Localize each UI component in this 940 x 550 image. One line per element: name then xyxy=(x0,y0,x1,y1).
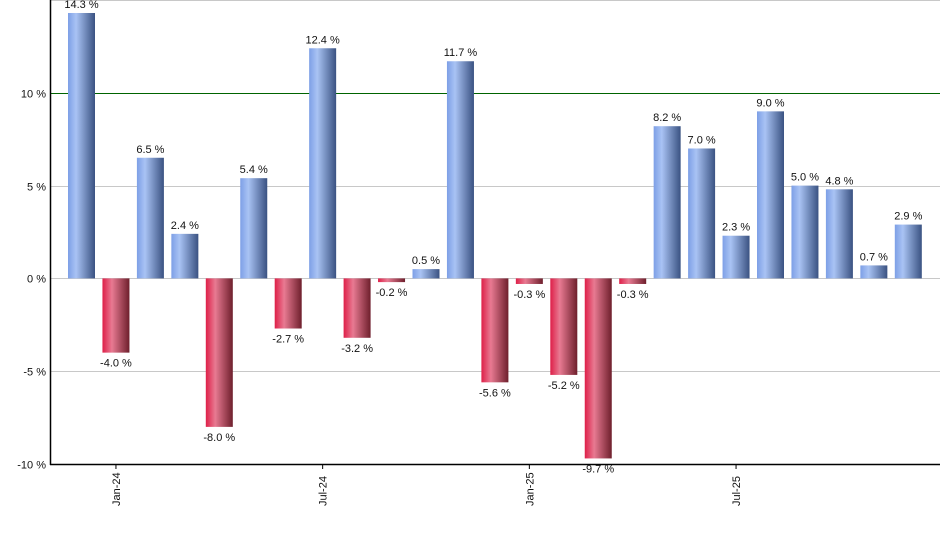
data-label: 5.0 % xyxy=(791,172,819,184)
data-label: 0.7 % xyxy=(860,251,888,263)
data-label: -3.2 % xyxy=(341,343,373,355)
x-tick-label: Jan-25 xyxy=(524,472,536,506)
data-label: 0.5 % xyxy=(412,255,440,267)
bar-Jun-24 xyxy=(274,278,302,329)
data-label: -4.0 % xyxy=(100,358,132,370)
bar-Feb-24 xyxy=(136,157,164,279)
bar-May-25 xyxy=(653,126,681,279)
data-label: -9.7 % xyxy=(582,463,614,475)
bar-Nov-25 xyxy=(860,265,888,279)
data-label: 2.9 % xyxy=(894,211,922,223)
data-label: 14.3 % xyxy=(64,0,98,11)
bar-Jan-24 xyxy=(102,278,130,353)
bar-Mar-25 xyxy=(584,278,612,459)
y-tick-label: -10 % xyxy=(17,460,46,472)
bar-Aug-25 xyxy=(757,111,784,279)
bar-Oct-25 xyxy=(825,189,853,279)
x-tick-label: Jul-25 xyxy=(731,476,743,506)
bar-Jul-25 xyxy=(722,235,750,279)
bar-Jun-25 xyxy=(688,148,716,279)
bar-Apr-25 xyxy=(619,278,647,284)
data-label: -5.2 % xyxy=(548,380,580,392)
data-label: 4.8 % xyxy=(825,175,853,187)
data-label: 12.4 % xyxy=(306,34,340,46)
bar-Sep-25 xyxy=(791,185,819,279)
data-label: 2.3 % xyxy=(722,222,750,234)
data-label: 7.0 % xyxy=(688,134,716,146)
data-label: -2.7 % xyxy=(272,334,304,346)
bar-Jan-25 xyxy=(515,278,543,284)
bar-Mar-24 xyxy=(171,233,199,279)
data-label: 8.2 % xyxy=(653,112,681,124)
bar-Feb-25 xyxy=(550,278,578,375)
bar-Dec-25 xyxy=(894,224,922,279)
data-label: 2.4 % xyxy=(171,220,199,232)
bar-May-24 xyxy=(240,178,268,279)
bar-Jul-24 xyxy=(309,48,337,279)
data-label: -5.6 % xyxy=(479,387,511,399)
data-label: 11.7 % xyxy=(444,47,478,59)
bar-Oct-24 xyxy=(412,269,440,279)
x-tick-label: Jul-24 xyxy=(318,476,330,506)
data-label: -0.3 % xyxy=(617,289,649,301)
bar-Dec-24 xyxy=(481,278,509,383)
y-tick-label: 5 % xyxy=(27,182,46,194)
data-label: -8.0 % xyxy=(203,432,235,444)
data-label: -0.3 % xyxy=(513,289,545,301)
bar-Sep-24 xyxy=(378,278,406,283)
y-tick-label: -5 % xyxy=(23,367,46,379)
data-label: 5.4 % xyxy=(240,164,268,176)
y-tick-label: 10 % xyxy=(21,89,46,101)
bar-Dec-23 xyxy=(68,12,95,279)
data-label: -0.2 % xyxy=(376,287,408,299)
y-tick-label: 0 % xyxy=(27,274,46,286)
bar-Apr-24 xyxy=(205,278,233,427)
bar-Aug-24 xyxy=(343,278,371,338)
data-label: 9.0 % xyxy=(756,97,784,109)
bar-Nov-24 xyxy=(446,61,474,279)
data-label: 6.5 % xyxy=(136,144,164,156)
x-tick-label: Jan-24 xyxy=(111,472,123,506)
